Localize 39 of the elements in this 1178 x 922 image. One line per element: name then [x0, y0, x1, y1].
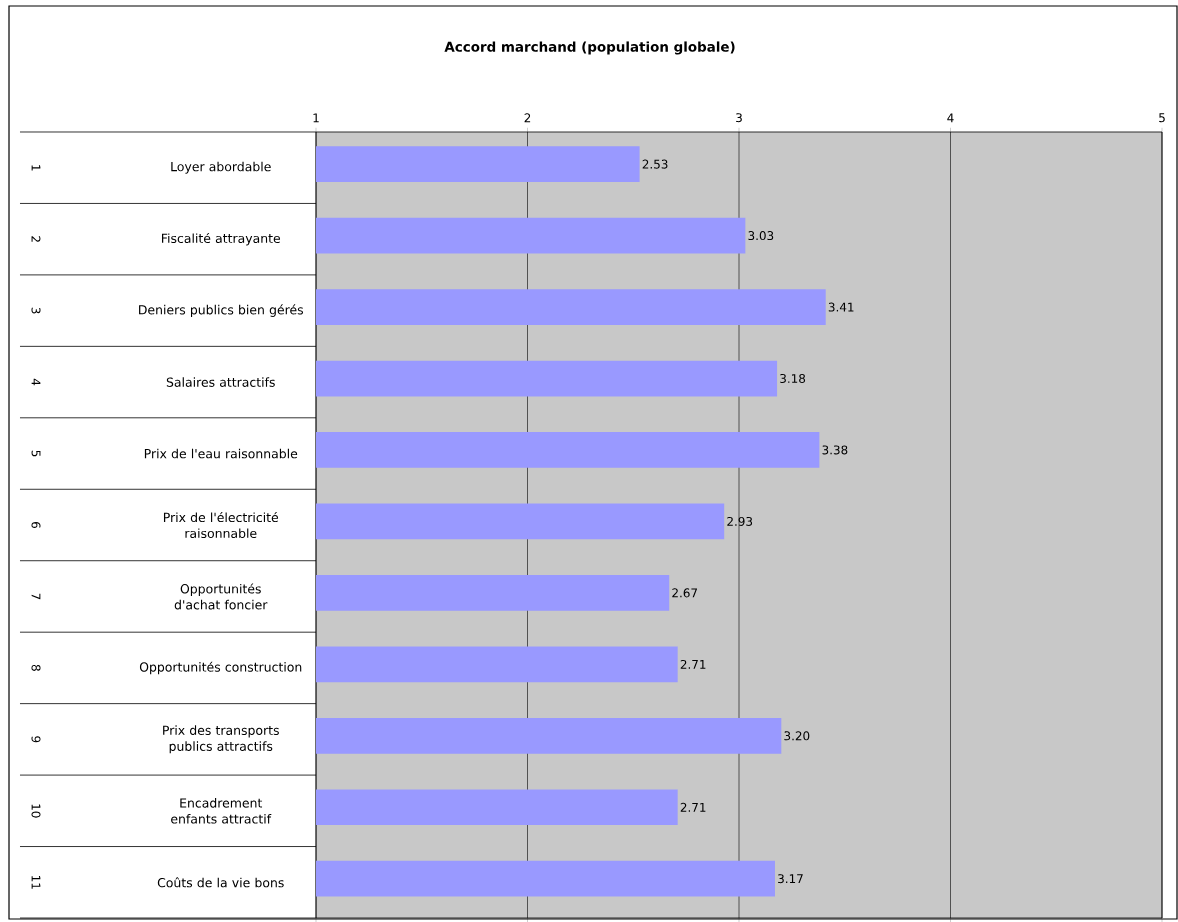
text: 2 — [31, 236, 41, 242]
y-tick-label: Loyer abordable — [171, 161, 271, 174]
text: 11 — [31, 875, 41, 889]
data-label: 2.71 — [680, 659, 706, 669]
x-tick-label: 3 — [736, 113, 742, 123]
data-label: 2.53 — [642, 159, 668, 169]
y-tick-label: Prix des transports publics attractifs — [163, 725, 279, 754]
chart-title: Accord marchand (population globale) — [444, 41, 735, 55]
text: 10 — [31, 804, 41, 818]
y-tick-label: Coûts de la vie bons — [157, 877, 284, 888]
text: 5 — [31, 450, 41, 457]
x-tick-label: 1 — [313, 113, 319, 123]
data-label: 3.41 — [828, 302, 854, 312]
data-label: 2.93 — [727, 516, 753, 526]
x-tick-label: 4 — [947, 113, 954, 123]
text: 9 — [31, 736, 41, 743]
text: 8 — [31, 664, 41, 671]
y-tick-label: Encadrement enfants attractif — [171, 797, 272, 824]
text: 7 — [31, 593, 41, 600]
y-tick-label: Opportunités construction — [139, 661, 302, 675]
y-tick-label: Fiscalité attrayante — [162, 232, 281, 246]
y-tick-label: Deniers publics bien gérés — [139, 304, 304, 317]
data-label: 3.03 — [748, 230, 774, 240]
data-label: 3.17 — [778, 874, 803, 884]
data-label: 3.18 — [780, 373, 806, 383]
data-label: 2.71 — [680, 802, 706, 812]
x-tick-label: 2 — [524, 113, 531, 123]
data-label: 3.38 — [822, 445, 848, 455]
y-tick-label: Salaires attractifs — [166, 377, 275, 387]
data-label: 2.67 — [672, 588, 697, 598]
text: 1 — [31, 165, 41, 171]
x-tick-label: 5 — [1159, 113, 1165, 123]
text: 6 — [31, 521, 41, 528]
y-tick-label: Prix de l'eau raisonnable — [144, 448, 298, 459]
text: 4 — [31, 378, 41, 386]
y-tick-label: Opportunités d'achat foncier — [174, 583, 268, 610]
data-label: 3.20 — [784, 731, 810, 741]
text: 3 — [31, 307, 41, 314]
y-tick-label: Prix de l'électricité raisonnable — [163, 511, 279, 538]
